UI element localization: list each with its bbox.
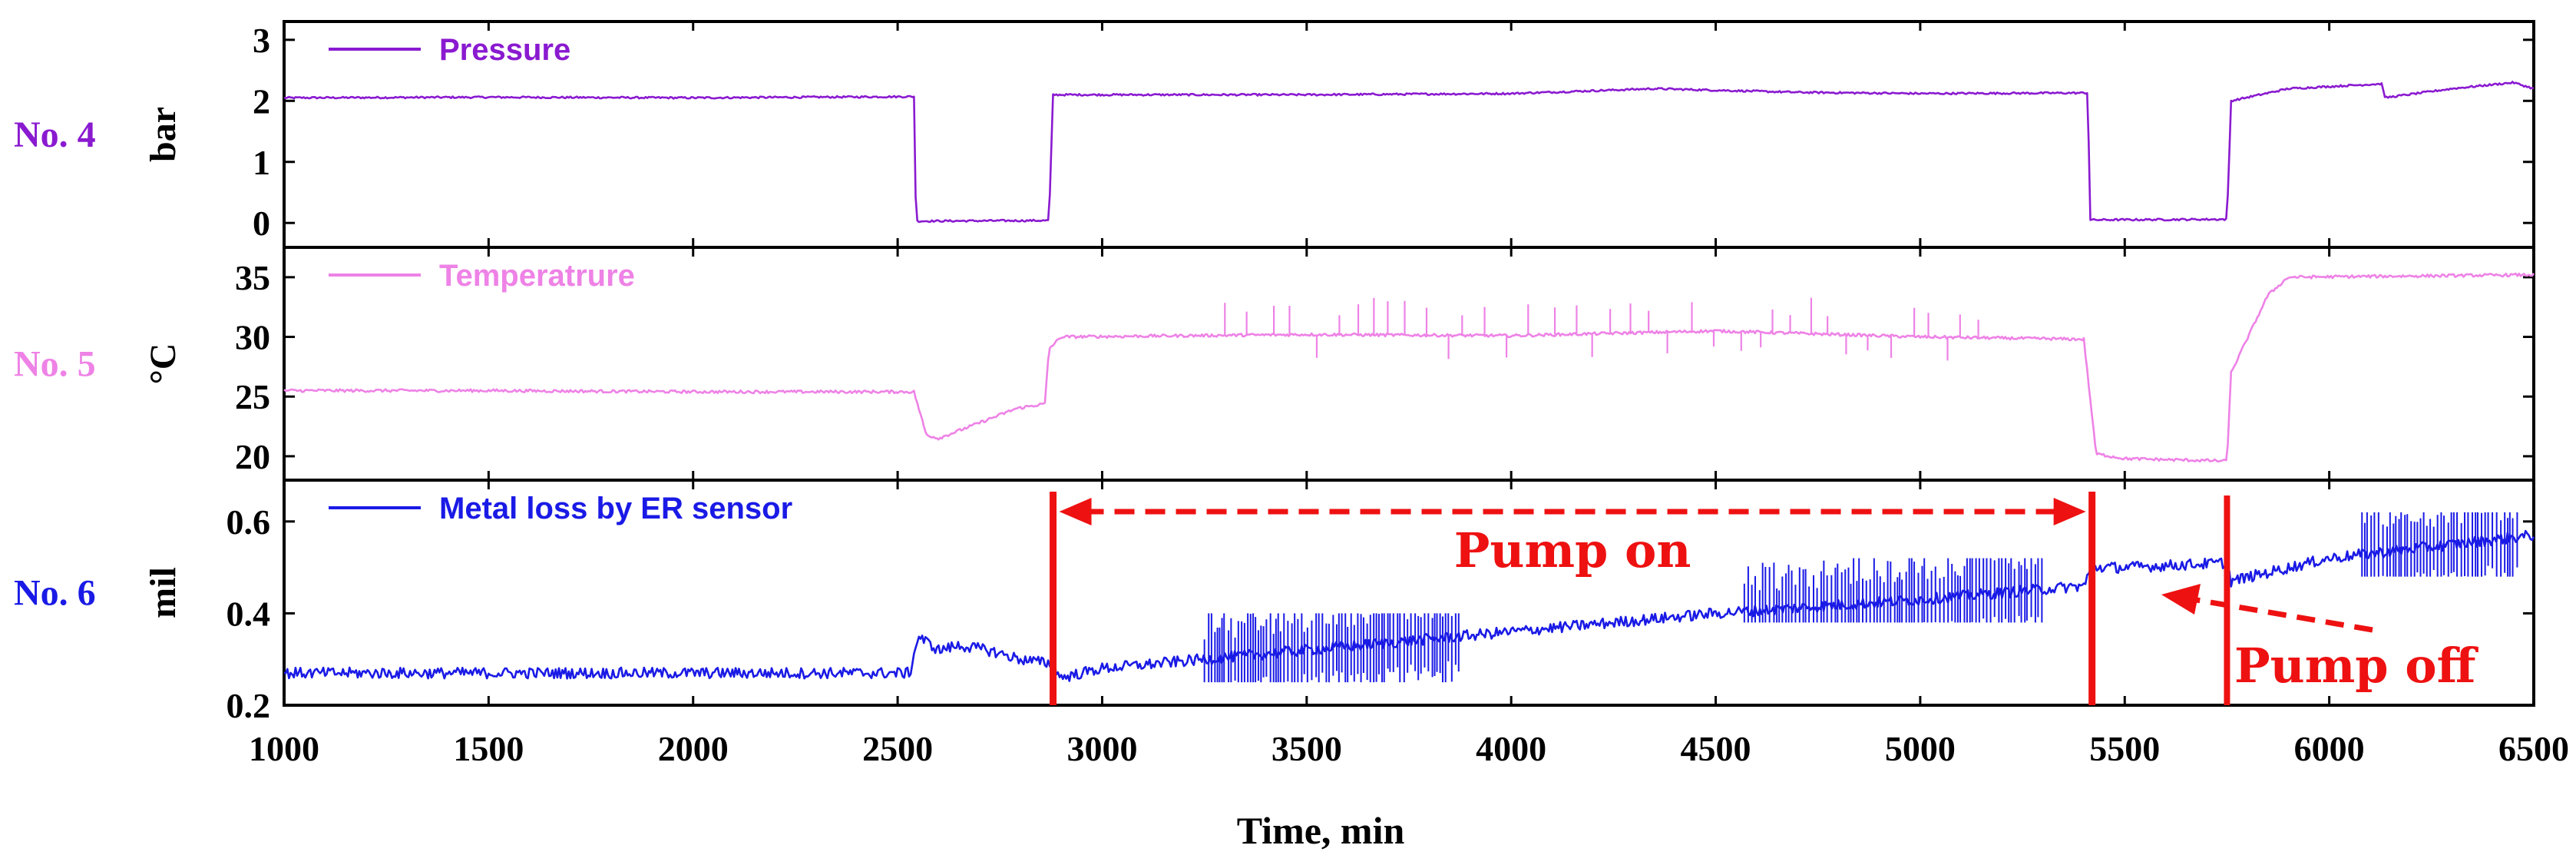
series-line	[283, 272, 2535, 463]
panel-frame	[283, 20, 2535, 249]
panels-layer: 0 1 2 3 No. 4 bar Pressure 20 25 30 35 No. 5 °C Tempe…	[14, 20, 2535, 725]
y-tick-label: 30	[235, 318, 270, 357]
panel-3: 0.2 0.4 0.6 No. 6 mil Metal loss by ER sensor	[14, 479, 2535, 725]
x-tick-label: 1000	[249, 729, 319, 768]
x-axis-label: Time, min	[1237, 809, 1405, 852]
y-tick-label: 0.2	[227, 686, 271, 725]
row-label: No. 5	[14, 344, 96, 385]
panel-2: 20 25 30 35 No. 5 °C Temperatrure	[14, 246, 2535, 482]
x-tick-label: 2000	[658, 729, 729, 768]
x-tick-label: 4000	[1476, 729, 1546, 768]
y-tick-label: 25	[235, 377, 270, 416]
y-tick-label: 3	[253, 21, 270, 60]
pump-on-arrow-left-head	[1059, 498, 1092, 525]
y-tick-label: 0.6	[227, 502, 271, 542]
x-tick-label: 4500	[1681, 729, 1751, 768]
pump-off-arrow-line	[2191, 596, 2373, 633]
pump-off-label: Pump off	[2234, 638, 2479, 694]
x-tick-label: 3000	[1066, 729, 1137, 768]
y-axis-label: mil	[143, 567, 184, 618]
row-label: No. 4	[14, 114, 96, 155]
row-label: No. 6	[14, 573, 96, 614]
y-axis-label: °C	[143, 343, 184, 385]
y-tick-label: 1	[253, 143, 270, 182]
legend-label: Metal loss by ER sensor	[439, 492, 792, 525]
x-tick-label: 5500	[2089, 729, 2160, 768]
series-line	[283, 529, 2535, 682]
pump-off-arrow-head	[2161, 584, 2201, 615]
y-tick-label: 20	[235, 437, 270, 476]
y-tick-label: 35	[235, 258, 270, 297]
pump-on-arrow-right-head	[2053, 498, 2086, 525]
legend-label: Pressure	[439, 33, 570, 67]
series-line	[283, 81, 2535, 224]
x-tick-label: 6000	[2294, 729, 2365, 768]
x-tick-label: 5000	[1885, 729, 1956, 768]
x-tick-label: 3500	[1271, 729, 1342, 768]
annotations-layer: Pump on Pump off	[1050, 492, 2479, 705]
panel-frame	[283, 479, 2535, 707]
y-tick-label: 0	[253, 204, 270, 243]
legend-label: Temperatrure	[439, 259, 635, 293]
x-axis: 1000 1500 2000 2500 3000 3500 4000 4500 5000 5500…	[249, 729, 2569, 768]
x-tick-label: 2500	[862, 729, 933, 768]
pump-on-label: Pump on	[1454, 522, 1691, 578]
x-tick-label: 1500	[453, 729, 524, 768]
y-axis-label: bar	[143, 107, 184, 162]
y-tick-label: 2	[253, 81, 270, 121]
panel-1: 0 1 2 3 No. 4 bar Pressure	[14, 20, 2535, 249]
x-tick-label: 6500	[2498, 729, 2569, 768]
y-tick-label: 0.4	[227, 594, 271, 633]
